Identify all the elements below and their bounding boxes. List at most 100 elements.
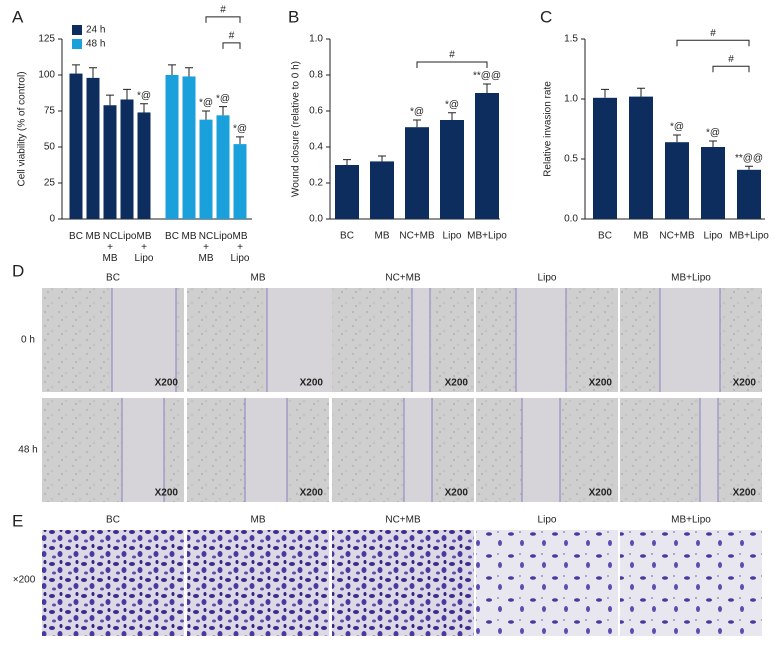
y-tick-label: 100 (38, 70, 55, 81)
y-tick-label: 0.6 (309, 106, 323, 117)
micrograph (332, 530, 474, 636)
y-tick-label: 1.0 (309, 34, 323, 45)
error-bar (106, 94, 114, 106)
error-bar (219, 106, 227, 116)
y-tick-label: 125 (38, 34, 55, 45)
significance-label: *@ (233, 124, 247, 135)
wound-gap (245, 398, 287, 502)
magnification-label: X200 (589, 378, 613, 389)
row-label: ×200 (13, 575, 36, 586)
significance-label: *@ (137, 90, 151, 101)
significance-bracket (416, 61, 488, 68)
error-bar (448, 112, 456, 120)
x-tick-label: Lipo (704, 231, 723, 242)
error-bar (378, 155, 386, 162)
magnification-label: X200 (445, 488, 469, 499)
x-tick-label: BC (69, 231, 83, 242)
x-tick-label: MB (634, 231, 649, 242)
y-tick-label: 1.0 (564, 94, 578, 105)
magnification-label: X200 (733, 488, 757, 499)
bar (165, 75, 179, 219)
x-tick-label: NC+MB (199, 231, 214, 264)
significance-label: *@ (706, 128, 720, 139)
x-tick-label: NC+MB (399, 231, 435, 242)
column-label: MB+Lipo (671, 273, 711, 284)
x-tick-label: BC (165, 231, 179, 242)
error-bar (168, 64, 176, 75)
error-bar (236, 136, 244, 145)
column-label: Lipo (538, 515, 557, 526)
x-tick-label: MB (182, 231, 197, 242)
y-axis-label: Wound closure (relative to 0 h) (291, 61, 302, 197)
error-bar (89, 67, 97, 78)
bar (233, 144, 247, 219)
micrograph (476, 530, 618, 636)
x-tick-label: Lipo (443, 231, 462, 242)
error-bar (709, 140, 717, 147)
bracket-label: # (728, 54, 734, 65)
wound-gap (700, 398, 718, 502)
y-tick-label: 0.8 (309, 70, 323, 81)
error-bar (123, 88, 131, 100)
y-tick-label: 0.5 (564, 154, 578, 165)
error-bar (601, 88, 609, 98)
bracket-label: # (710, 28, 716, 39)
error-bar (185, 67, 193, 77)
error-bar (72, 64, 80, 74)
micrograph (620, 530, 762, 636)
column-label: MB (251, 273, 266, 284)
error-bar (637, 87, 645, 97)
cell-texture (332, 398, 474, 502)
column-label: Lipo (538, 273, 557, 284)
y-tick-label: 25 (44, 178, 56, 189)
column-label: NC+MB (385, 515, 421, 526)
bar (182, 76, 196, 219)
y-tick-label: 0.4 (309, 142, 323, 153)
wound-gap (516, 288, 566, 392)
legend-swatch (72, 25, 82, 35)
bar (216, 115, 230, 219)
bar (120, 99, 134, 219)
column-label: NC+MB (385, 273, 421, 284)
column-label: BC (106, 273, 120, 284)
y-tick-label: 0.2 (309, 178, 323, 189)
x-tick-label: MB+Lipo (231, 231, 250, 264)
x-tick-label: BC (598, 231, 612, 242)
bar (440, 120, 464, 219)
x-tick-label: MB (86, 231, 101, 242)
legend-swatch (72, 39, 82, 49)
significance-label: *@ (216, 93, 230, 104)
x-tick-label: MB+Lipo (135, 231, 154, 264)
bar (199, 119, 213, 219)
error-bar (483, 83, 491, 93)
bar (701, 147, 725, 219)
x-tick-label: MB+Lipo (729, 231, 769, 242)
error-bar (413, 119, 421, 128)
row-label: 48 h (18, 445, 37, 456)
panel-label: B (288, 7, 299, 26)
micrograph (42, 530, 184, 636)
y-axis-label: Relative invasion rate (543, 81, 554, 177)
significance-label: *@ (445, 99, 459, 110)
x-tick-label: BC (340, 231, 354, 242)
x-tick-label: NC+MB (659, 231, 695, 242)
bar (593, 97, 617, 219)
significance-bracket (205, 16, 241, 23)
y-tick-label: 50 (44, 142, 56, 153)
cell-texture (332, 288, 474, 392)
x-tick-label: MB (375, 231, 390, 242)
bracket-label: # (229, 31, 235, 42)
row-label: 0 h (21, 335, 35, 346)
significance-label: **@@ (735, 153, 763, 164)
x-tick-label: NC+MB (103, 231, 118, 264)
bar (137, 112, 151, 219)
bracket-label: # (449, 50, 455, 61)
column-label: BC (106, 515, 120, 526)
significance-label: *@ (199, 98, 213, 109)
bracket-label: # (220, 5, 226, 16)
legend-label: 48 h (86, 39, 105, 50)
column-label: MB+Lipo (671, 515, 711, 526)
wound-gap (522, 398, 560, 502)
x-tick-label: MB+Lipo (467, 231, 507, 242)
